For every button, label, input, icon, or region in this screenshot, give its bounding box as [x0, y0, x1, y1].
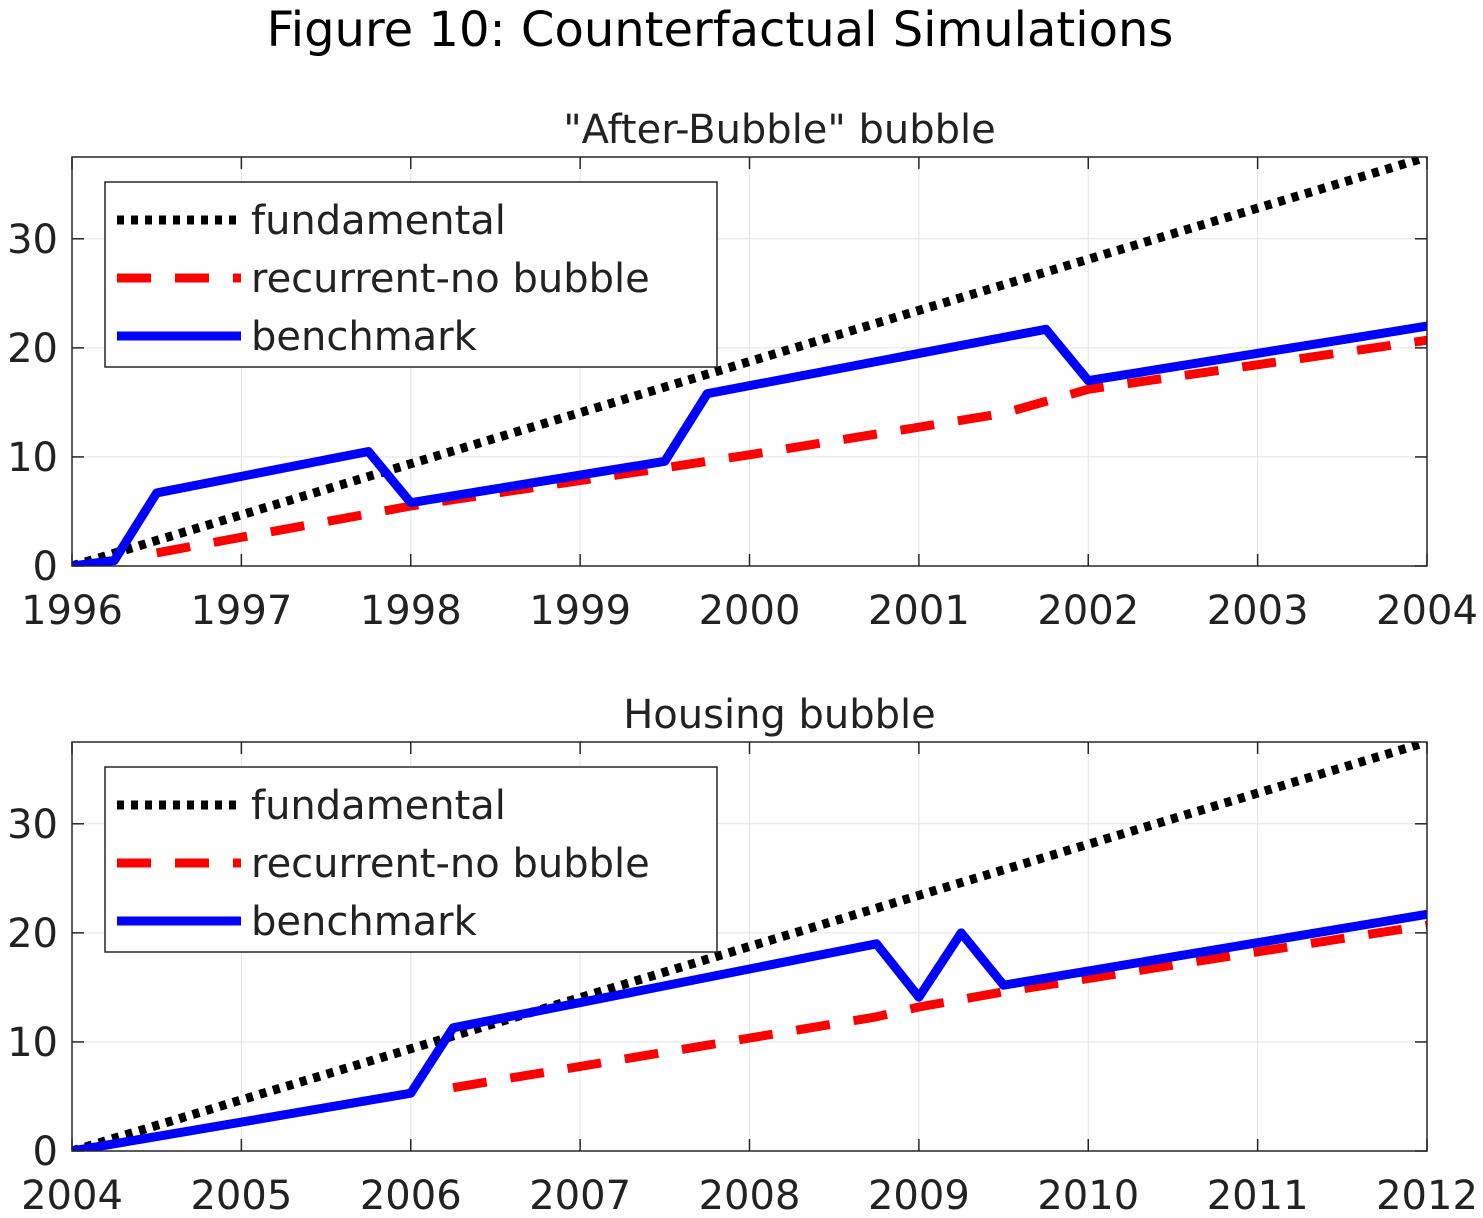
legend-label: fundamental — [251, 198, 506, 244]
x-tick-label: 2004 — [1376, 588, 1478, 634]
legend-label: benchmark — [251, 899, 478, 945]
y-tick-label: 30 — [7, 802, 58, 848]
legend-label: recurrent-no bubble — [251, 841, 650, 887]
y-tick-label: 0 — [33, 1129, 58, 1175]
series-line-benchmark — [72, 321, 1427, 566]
x-tick-label: 2010 — [1037, 1173, 1139, 1218]
x-tick-label: 2006 — [360, 1173, 462, 1218]
x-tick-label: 2012 — [1376, 1173, 1478, 1218]
chart-panel-after-bubble: 1996 1997 1998 1999 2000 2001 2002 2003 2004 0 10 2… — [7, 107, 1478, 634]
x-tick-label: 2005 — [190, 1173, 292, 1218]
figure-title: Figure 10: Counterfactual Simulations — [266, 2, 1174, 58]
x-tick-label: 2011 — [1207, 1173, 1309, 1218]
y-tick-label: 10 — [7, 435, 58, 481]
x-tick-label: 1998 — [360, 588, 462, 634]
y-tick-label: 30 — [7, 217, 58, 263]
legend-label: benchmark — [251, 314, 478, 360]
y-tick-label: 20 — [7, 326, 58, 372]
x-tick-label: 2009 — [868, 1173, 970, 1218]
x-tick-label: 2001 — [868, 588, 970, 634]
y-tick-label: 0 — [33, 544, 58, 590]
x-tick-label: 1999 — [529, 588, 631, 634]
series-line-benchmark — [72, 909, 1427, 1151]
chart-panel-housing-bubble: 2004 2005 2006 2007 2008 2009 2010 2011 2012 0 10 2… — [7, 692, 1478, 1218]
chart-title: Housing bubble — [623, 692, 936, 738]
x-tick-label: 2003 — [1207, 588, 1309, 634]
series-line-fundamental — [72, 157, 1427, 566]
x-tick-label: 2000 — [699, 588, 801, 634]
x-tick-label: 1996 — [21, 588, 123, 634]
x-tick-label: 2007 — [529, 1173, 631, 1218]
x-tick-label: 2004 — [21, 1173, 123, 1218]
y-tick-label: 20 — [7, 911, 58, 957]
legend-label: fundamental — [251, 783, 506, 829]
series-line-fundamental — [72, 742, 1427, 1151]
y-tick-label: 10 — [7, 1020, 58, 1066]
series-line-recurrent-no-bubble — [452, 920, 1427, 1093]
legend-label: recurrent-no bubble — [251, 256, 650, 302]
chart-title: "After-Bubble" bubble — [563, 107, 996, 153]
x-tick-label: 2002 — [1037, 588, 1139, 634]
x-tick-label: 1997 — [190, 588, 292, 634]
x-tick-label: 2008 — [699, 1173, 801, 1218]
